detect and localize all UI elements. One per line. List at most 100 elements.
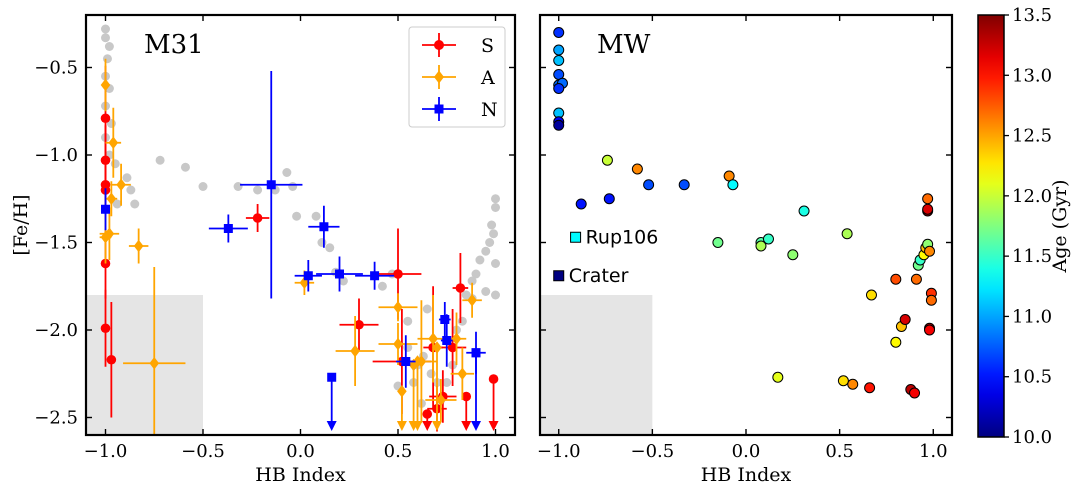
x-tick-label: 0.5 — [825, 441, 854, 462]
cluster-point — [553, 119, 565, 131]
background-point — [457, 316, 467, 326]
data-point — [101, 204, 110, 214]
background-point — [110, 159, 120, 169]
data-point — [393, 301, 403, 314]
upper-limit-arrow — [326, 421, 337, 431]
cluster-point — [603, 193, 615, 205]
y-tick-label: −0.5 — [34, 58, 78, 79]
upper-limit-point — [471, 348, 481, 358]
cluster-point — [864, 382, 876, 394]
panel-title: M31 — [144, 30, 204, 60]
background-point — [155, 155, 165, 165]
upper-limit-arrow — [432, 421, 442, 431]
data-point — [133, 239, 144, 253]
cluster-point — [631, 163, 643, 175]
colorbar-tick-label: 11.5 — [1012, 246, 1052, 267]
y-tick-label: −1.5 — [34, 233, 78, 254]
cluster-point — [643, 179, 655, 191]
upper-limit-point — [327, 372, 337, 382]
background-point — [253, 185, 263, 195]
cluster-point — [909, 387, 921, 399]
legend-marker — [434, 70, 444, 84]
cluster-point — [837, 375, 849, 387]
background-point — [325, 243, 335, 253]
data-point — [428, 332, 438, 345]
cluster-point — [865, 289, 877, 301]
cluster-point — [553, 83, 565, 94]
data-point — [252, 213, 263, 223]
legend: SAN — [408, 26, 506, 128]
cluster-point — [890, 336, 902, 348]
legend-label: A — [480, 67, 495, 89]
data-point — [223, 224, 233, 233]
upper-limit-point — [432, 341, 442, 354]
x-tick-label: 0.0 — [732, 441, 761, 462]
background-point — [485, 238, 495, 247]
background-point — [403, 316, 413, 326]
cluster-point — [847, 378, 859, 390]
background-point — [475, 255, 485, 265]
cluster-point — [727, 179, 739, 191]
shaded-region — [86, 295, 203, 435]
background-point — [487, 220, 497, 230]
upper-limit-arrow — [422, 421, 433, 431]
cluster-point — [841, 228, 853, 240]
data-point — [266, 180, 276, 190]
upper-limit-point — [488, 374, 499, 384]
cluster-point — [553, 55, 565, 66]
upper-limit-point — [397, 385, 407, 398]
data-point — [106, 354, 117, 365]
upper-limit-arrow — [412, 421, 423, 431]
background-point — [338, 276, 348, 286]
cluster-point — [575, 198, 587, 210]
annotation-label: Crater — [569, 265, 629, 287]
colorbar-label: Age (Gyr) — [1049, 180, 1071, 274]
upper-limit-point — [422, 409, 433, 419]
background-point — [180, 162, 190, 172]
background-point — [288, 182, 298, 191]
data-point — [451, 332, 462, 345]
upper-limit-point — [412, 355, 423, 368]
cluster-point — [899, 314, 911, 325]
panel-title: MW — [597, 30, 651, 60]
background-point — [481, 287, 491, 296]
data-point — [447, 342, 458, 353]
annotation-marker — [553, 270, 565, 282]
x-tick-label: −0.5 — [631, 441, 675, 462]
upper-limit-point — [461, 391, 472, 402]
cluster-point — [890, 273, 902, 285]
background-point — [426, 369, 436, 379]
shaded-region — [540, 295, 653, 435]
cluster-point — [678, 179, 690, 191]
data-point — [108, 136, 119, 149]
background-point — [130, 199, 140, 209]
x-tick-label: −1.0 — [537, 441, 581, 462]
background-point — [292, 211, 302, 221]
data-point — [370, 271, 380, 281]
data-point — [100, 323, 111, 334]
legend-label: S — [481, 35, 494, 57]
plot-area — [86, 24, 500, 435]
data-point — [393, 337, 403, 351]
cluster-point — [798, 205, 810, 217]
colorbar-tick-label: 10.5 — [1012, 367, 1052, 388]
data-point — [116, 178, 126, 191]
background-point — [467, 276, 477, 286]
y-tick-label: −2.5 — [34, 408, 78, 429]
background-point — [112, 199, 122, 209]
data-point — [455, 283, 466, 293]
background-point — [233, 182, 243, 191]
upper-limit-arrow — [461, 421, 472, 431]
cluster-point — [924, 324, 936, 336]
cluster-point — [910, 273, 922, 285]
data-point — [350, 344, 360, 358]
background-point — [491, 259, 500, 268]
upper-limit-arrow — [471, 421, 481, 431]
background-point — [491, 290, 500, 300]
legend-label: N — [481, 99, 498, 121]
x-tick-label: −0.5 — [181, 441, 225, 462]
background-point — [122, 173, 132, 183]
background-point — [489, 229, 499, 239]
cluster-point — [922, 203, 934, 215]
